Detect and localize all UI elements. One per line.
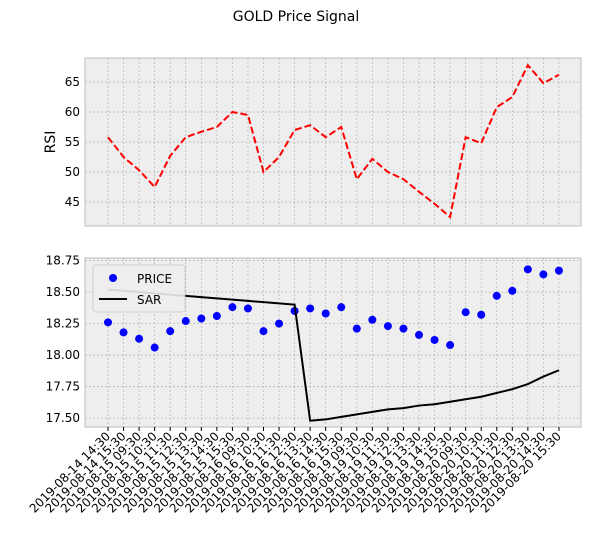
y-tick-label: 55: [65, 135, 80, 149]
y-axis-label: RSI: [43, 131, 59, 154]
y-tick-label: 18.75: [46, 254, 80, 268]
y-tick-label: 45: [65, 195, 80, 209]
price-dot: [166, 327, 175, 336]
price-dot: [508, 286, 517, 295]
y-tick-label: 65: [65, 75, 80, 89]
y-tick-label: 18.50: [46, 285, 80, 299]
legend-label: PRICE: [137, 272, 172, 286]
price-dot: [275, 319, 284, 328]
price-dot: [477, 310, 486, 319]
price-dot: [150, 343, 159, 352]
y-tick-label: 17.50: [46, 411, 80, 425]
price-dot: [461, 308, 470, 317]
legend-label: SAR: [137, 293, 161, 307]
price-dot: [492, 291, 501, 300]
price-dot: [446, 341, 455, 350]
legend-marker: [109, 274, 117, 282]
price-dot: [554, 266, 563, 275]
price-dot: [243, 304, 252, 313]
price-dot: [228, 303, 237, 312]
price-dot: [430, 335, 439, 344]
price-dot: [415, 330, 423, 339]
price-dot: [259, 327, 268, 336]
price-dot: [368, 315, 377, 324]
price-dot: [383, 322, 392, 331]
price-dot: [399, 324, 408, 333]
price-dot: [212, 312, 221, 321]
rsi-line: [107, 63, 560, 219]
y-tick-label: 18.00: [46, 348, 80, 362]
price-dot: [104, 318, 112, 327]
y-tick-label: 17.75: [46, 380, 80, 394]
y-tick-label: 50: [65, 165, 80, 179]
price-dot: [119, 328, 128, 337]
y-tick-label: 60: [65, 105, 80, 119]
price-dot: [306, 304, 315, 313]
price-dot: [539, 270, 548, 279]
price-dot: [352, 324, 361, 333]
price-dot: [197, 314, 206, 323]
figure-title: GOLD Price Signal: [233, 9, 360, 25]
price-dot: [523, 265, 532, 274]
price-dot: [135, 334, 144, 343]
price-dot: [181, 317, 190, 326]
price-dot: [337, 303, 346, 312]
price-dot: [321, 309, 330, 318]
y-tick-label: 18.25: [46, 317, 80, 331]
